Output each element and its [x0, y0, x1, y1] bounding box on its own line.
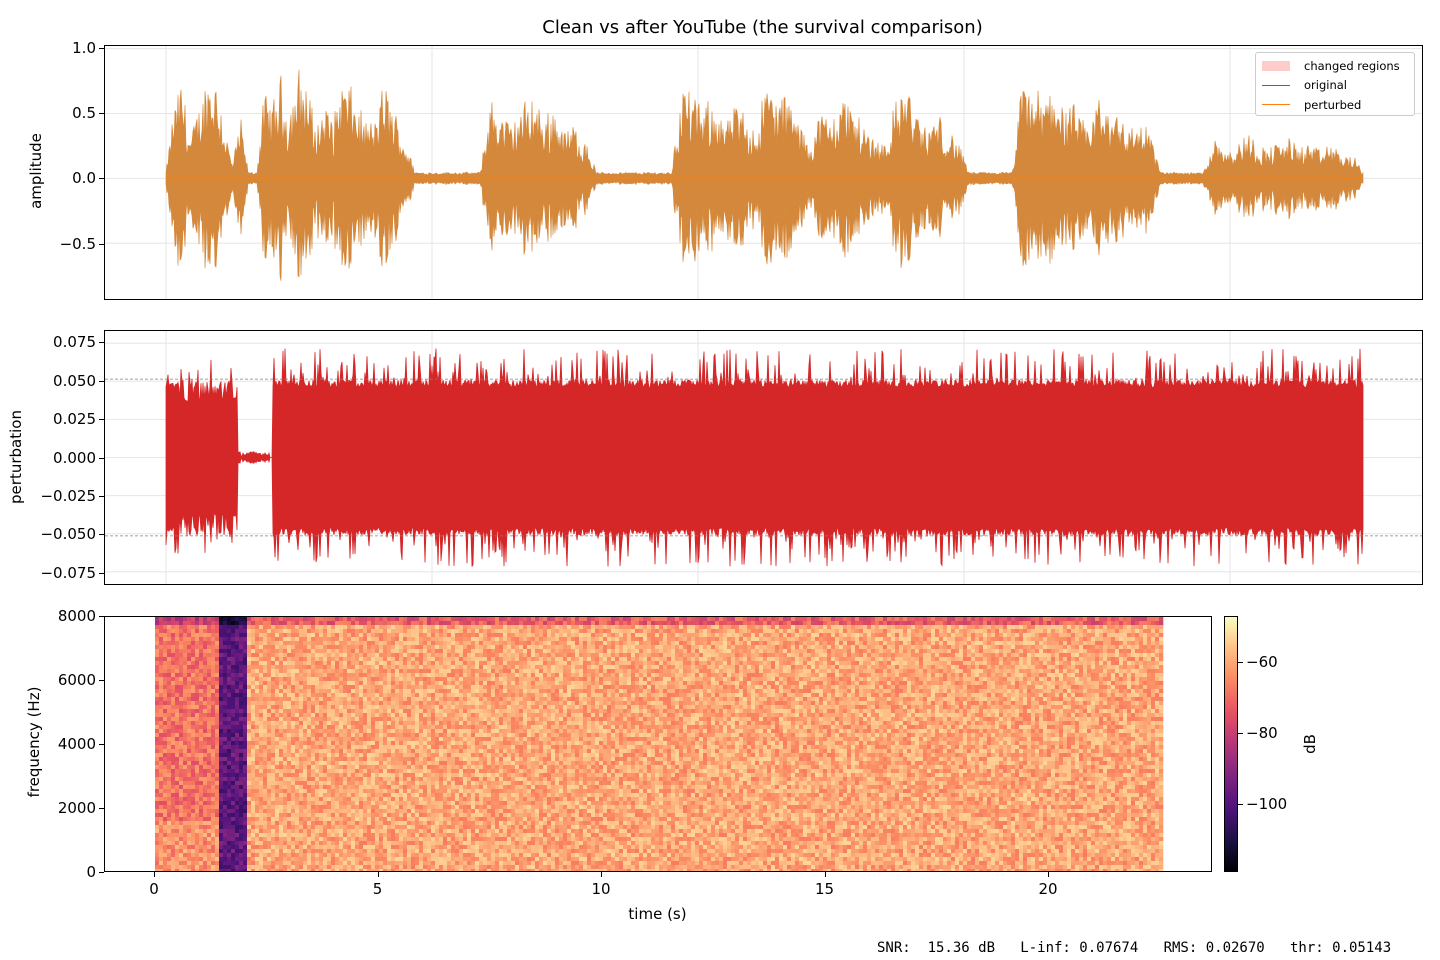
- ytick-mark: [99, 419, 104, 421]
- waveform-plot: [105, 46, 1422, 299]
- ytick-label: 4000: [57, 735, 96, 753]
- xtick-mark: [377, 872, 379, 877]
- colorbar-label-wrap: dB: [1290, 734, 1330, 755]
- ytick-label: −0.075: [40, 563, 96, 582]
- colorbar-tick-mark: [1238, 804, 1243, 806]
- xtick-mark: [154, 872, 155, 877]
- colorbar-tick-label: −60: [1246, 653, 1278, 672]
- colorbar-tick-label: −80: [1246, 724, 1278, 743]
- ytick-mark: [99, 47, 104, 49]
- spectrogram-axes: [104, 616, 1212, 872]
- legend-item-original: original: [1262, 76, 1408, 96]
- ytick-mark: [99, 342, 104, 344]
- xtick-mark: [1048, 872, 1049, 877]
- ytick-label: −0.025: [40, 486, 96, 505]
- ytick-mark: [99, 872, 104, 873]
- xtick-label: 20: [1038, 880, 1058, 898]
- ytick-label: 0.0: [72, 169, 96, 188]
- ytick-label: 6000: [57, 671, 96, 689]
- ytick-label: 0.000: [53, 448, 96, 467]
- original-swatch: [1262, 84, 1290, 86]
- colorbar-tick-label: −100: [1246, 795, 1288, 814]
- legend: changed regions original perturbed: [1255, 52, 1415, 116]
- xtick-label: 0: [149, 880, 159, 898]
- colorbar-label: dB: [1301, 734, 1319, 754]
- ytick-label: 0.025: [53, 410, 96, 429]
- ytick-mark: [99, 680, 104, 681]
- ytick-mark: [99, 808, 104, 809]
- ytick-mark: [99, 744, 104, 745]
- xtick-mark: [601, 872, 602, 877]
- ytick-mark: [99, 243, 104, 245]
- spectrogram-ylabel: frequency (Hz): [25, 686, 43, 798]
- ytick-mark: [99, 534, 104, 536]
- perturbed-swatch: [1262, 104, 1290, 106]
- ytick-label: 0.050: [53, 371, 96, 390]
- ytick-label: −0.5: [59, 234, 96, 253]
- xtick-label: 15: [814, 880, 835, 898]
- waveform-axes: changed regions original perturbed: [104, 45, 1423, 300]
- figure-title: Clean vs after YouTube (the survival com…: [542, 17, 983, 38]
- ytick-mark: [99, 178, 104, 180]
- ytick-label: 0.5: [72, 104, 96, 122]
- perturbation-axes: [104, 330, 1423, 585]
- spectrogram-xlabel: time (s): [628, 905, 687, 923]
- xtick-label: 5: [372, 880, 383, 898]
- legend-item-changed-regions: changed regions: [1262, 56, 1408, 76]
- ytick-label: 0: [86, 863, 96, 881]
- colorbar-tick-mark: [1238, 733, 1243, 735]
- legend-item-perturbed: perturbed: [1262, 95, 1408, 115]
- ytick-mark: [99, 572, 104, 574]
- xtick-label: 10: [591, 880, 611, 898]
- ytick-mark: [99, 380, 104, 382]
- ytick-mark: [99, 616, 104, 617]
- waveform-ylabel: amplitude: [27, 133, 45, 209]
- ytick-label: −0.050: [40, 525, 96, 544]
- ytick-label: 8000: [57, 607, 96, 625]
- spectrogram-plot: [155, 617, 1164, 871]
- stats-footer: SNR: 15.36 dB L-inf: 0.07674 RMS: 0.0267…: [877, 940, 1392, 956]
- perturbation-ylabel: perturbation: [7, 410, 25, 504]
- changed-regions-swatch: [1262, 60, 1290, 71]
- colorbar: [1224, 616, 1238, 872]
- ytick-label: 1.0: [72, 38, 96, 57]
- colorbar-tick-mark: [1238, 662, 1243, 664]
- ytick-mark: [99, 113, 104, 114]
- xtick-mark: [824, 872, 826, 877]
- ytick-mark: [99, 457, 104, 459]
- ytick-label: 0.075: [53, 333, 96, 352]
- perturbation-plot: [105, 331, 1422, 584]
- ytick-label: 2000: [57, 799, 96, 817]
- ytick-mark: [99, 495, 104, 497]
